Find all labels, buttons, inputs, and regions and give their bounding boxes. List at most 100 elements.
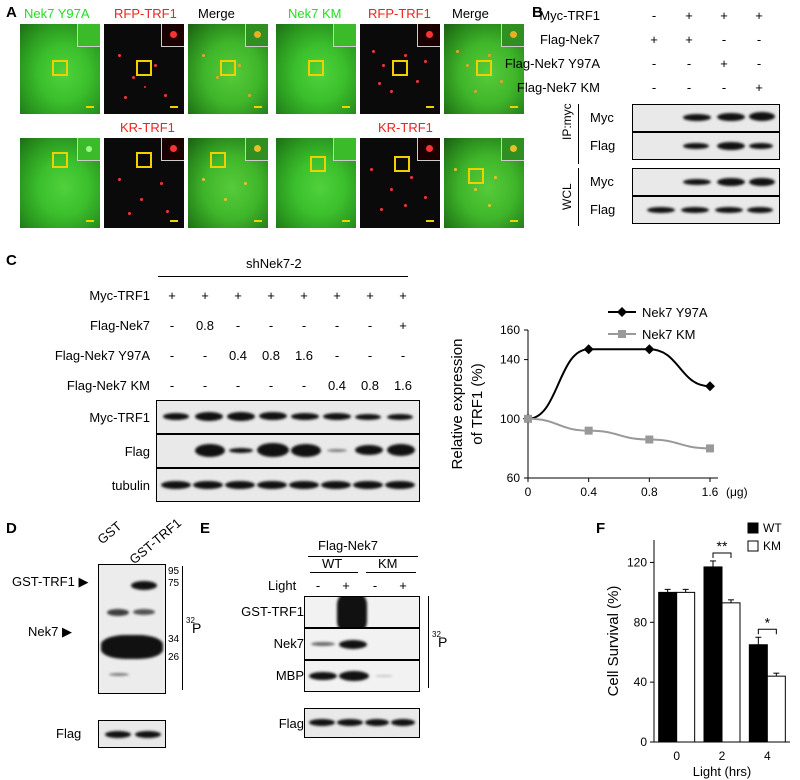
c-sign: - — [301, 378, 307, 393]
e-header-line — [308, 556, 418, 557]
ip-bracket — [578, 104, 579, 164]
e-light-sign: - — [372, 578, 378, 593]
c-sign: - — [235, 378, 241, 393]
bar — [676, 591, 696, 743]
label-nek7-km: Nek7 KM — [288, 6, 342, 21]
d-lane-gst: GST — [94, 518, 125, 547]
y-tick-label: 120 — [627, 555, 647, 569]
c-row-flag-nek7: Flag-Nek7 — [90, 318, 150, 333]
e-blot-label-gst-trf1: GST-TRF1 — [241, 604, 304, 619]
d-isotope-sup: 32 — [186, 616, 195, 625]
marker-75: 75 — [168, 578, 180, 589]
micrograph-kr-trf1 — [104, 138, 184, 228]
c-blot-tubulin: tubulin — [111, 478, 150, 493]
row-label-myc-trf1: Myc-TRF1 — [539, 8, 600, 23]
c-sign: - — [202, 378, 208, 393]
c-blot-myc-trf1: Myc-TRF1 — [89, 410, 150, 425]
sign: - — [686, 80, 692, 95]
micrograph-nek7-km — [276, 24, 356, 114]
significance-bracket — [757, 628, 777, 635]
c-sign: + — [399, 318, 407, 333]
c-row-flag-nek7-km: Flag-Nek7 KM — [66, 378, 150, 393]
panel-label-e: E — [200, 520, 211, 537]
c-sign: - — [334, 348, 340, 363]
sign: - — [686, 56, 692, 71]
d-isotope: P — [192, 620, 202, 636]
sign: - — [651, 80, 657, 95]
y-tick-label: 40 — [634, 675, 648, 689]
wcl-label: WCL — [560, 183, 574, 210]
bar — [748, 644, 768, 743]
c-sign: - — [202, 348, 208, 363]
c-sign: 0.8 — [261, 348, 281, 363]
x-tick-label: 2 — [719, 749, 726, 763]
sign: + — [685, 8, 693, 23]
c-sign: - — [268, 318, 274, 333]
x-tick-label: 0 — [525, 485, 532, 499]
e-km-line — [366, 572, 416, 573]
data-point — [645, 435, 654, 444]
wcl-bracket — [578, 168, 579, 226]
c-sign: + — [399, 288, 407, 303]
e-bracket — [428, 596, 429, 688]
panel-label-f: F — [596, 520, 606, 537]
e-wt-line — [310, 572, 358, 573]
e-isotope: P — [438, 634, 448, 650]
micrograph-merge-km-kr — [444, 138, 524, 228]
c-sign: 0.4 — [228, 348, 248, 363]
sign: + — [685, 32, 693, 47]
row-label-flag-nek7: Flag-Nek7 — [540, 32, 600, 47]
group-bracket — [158, 276, 408, 277]
c-sign: - — [301, 318, 307, 333]
e-blot-gst-trf1 — [304, 596, 420, 628]
group-label-shnek7: shNek7-2 — [246, 256, 302, 271]
sign: - — [756, 32, 762, 47]
y-axis-label-line2: of TRF1 (%) — [469, 363, 486, 444]
blot-ip-myc — [632, 104, 780, 132]
legend-label: WT — [763, 521, 782, 535]
y-axis-label: Cell Survival (%) — [605, 586, 622, 697]
blot-wcl-flag — [632, 196, 780, 224]
marker-26: 26 — [168, 652, 180, 663]
legend-label: Nek7 Y97A — [642, 305, 708, 320]
x-tick-label: 0 — [673, 749, 680, 763]
significance-bracket — [712, 552, 732, 558]
sign: - — [721, 80, 727, 95]
line-chart: 60 100 140 160 0 0.4 0.8 1.6 (μg) Relative expres… — [449, 305, 748, 499]
c-sign: + — [267, 288, 275, 303]
e-isotope-sup: 32 — [432, 630, 441, 639]
c-sign: - — [169, 378, 175, 393]
significance-mark: * — [765, 614, 771, 630]
data-point — [644, 344, 655, 355]
legend-label: Nek7 KM — [642, 327, 695, 342]
e-blot-flag — [304, 708, 420, 738]
e-light-sign: + — [399, 578, 407, 593]
x-axis-label: Light (hrs) — [693, 764, 752, 779]
data-point — [705, 381, 715, 392]
e-light-label: Light — [268, 578, 297, 593]
marker-95: 95 — [168, 566, 180, 577]
c-blot-flag: Flag — [124, 444, 150, 459]
d-bracket — [182, 566, 183, 690]
series-line-1 — [527, 348, 711, 420]
x-tick-label: 4 — [764, 749, 771, 763]
sign: - — [651, 56, 657, 71]
data-point — [706, 444, 714, 453]
panel-label-d: D — [6, 520, 17, 537]
c-sign: - — [400, 348, 406, 363]
blot-label-flag: Flag — [590, 138, 616, 153]
micrograph-merge-y97a-kr — [188, 138, 268, 228]
micrograph-rfp-trf1-km — [360, 24, 440, 114]
c-sign: + — [234, 288, 242, 303]
marker-34: 34 — [168, 634, 180, 645]
c-sign: + — [366, 288, 374, 303]
c-blot-myc-image — [156, 400, 420, 434]
sign: - — [721, 32, 727, 47]
c-sign: 0.8 — [195, 318, 215, 333]
data-point — [583, 344, 594, 355]
c-sign: - — [367, 318, 373, 333]
y-tick-label: 60 — [507, 471, 521, 485]
x-tick-label: 0.4 — [580, 485, 597, 499]
blot-ip-flag — [632, 132, 780, 160]
